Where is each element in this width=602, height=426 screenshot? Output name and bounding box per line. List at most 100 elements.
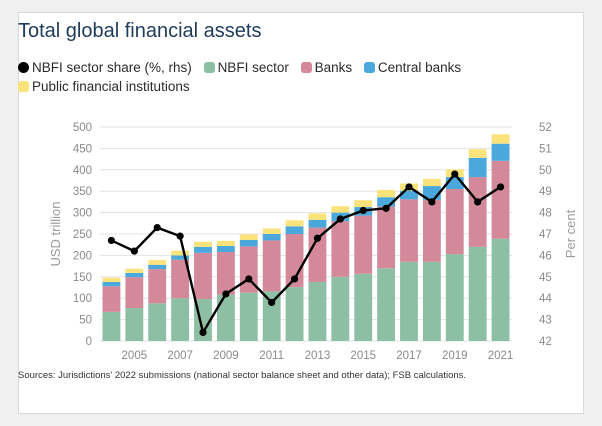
legend-swatch [18, 62, 29, 73]
bar-segment [491, 143, 510, 161]
y-tick-label: 400 [73, 165, 92, 177]
bar-segment [354, 273, 373, 341]
line-point [153, 223, 161, 232]
x-tick-label: 2021 [488, 350, 514, 362]
legend-swatch [363, 62, 375, 73]
line-point [313, 234, 322, 242]
line-point [359, 206, 367, 215]
y2-tick-label: 45 [539, 272, 552, 284]
bar-segment [216, 245, 235, 252]
y2-tick-label: 49 [539, 186, 552, 198]
bar-segment [125, 308, 144, 341]
bar-segment [171, 255, 190, 260]
bar-segment [148, 264, 167, 270]
legend-item-nbfi: NBFI sector [203, 58, 289, 77]
bar-segment [400, 199, 418, 262]
bar-segment [445, 254, 464, 341]
line-point [382, 204, 390, 212]
bar-segment [468, 149, 487, 158]
legend-label: NBFI sector share (%, rhs) [32, 60, 192, 75]
bar-segment [377, 268, 396, 341]
line-point [245, 275, 253, 283]
y-tick-label: 100 [73, 293, 92, 305]
line-point [451, 170, 459, 178]
bar-segment [125, 277, 144, 309]
y2-tick-label: 47 [539, 229, 552, 241]
bar-segment [148, 269, 167, 304]
legend-swatch [203, 62, 215, 73]
bar-segment [400, 190, 418, 200]
bar-segment [239, 234, 258, 240]
y-axis-title: USD trillion [48, 201, 63, 266]
legend-item-public-fi: Public financial institutions [18, 77, 190, 96]
bar-segment [148, 260, 167, 265]
bar-segment [125, 268, 144, 273]
y-tick-label: 150 [73, 272, 92, 284]
legend-item-banks: Banks [300, 58, 352, 77]
y-tick-label: 450 [73, 143, 92, 155]
line-point [474, 198, 482, 206]
bar-segment [102, 311, 121, 341]
line-point [290, 275, 299, 283]
bar-segment [239, 239, 258, 247]
bar-segment [491, 160, 510, 239]
bar-segment [148, 303, 167, 341]
line-point [405, 183, 413, 191]
bar-segment [422, 199, 441, 262]
line-point [428, 198, 436, 206]
x-tick-label: 2017 [396, 350, 422, 362]
y-tick-label: 500 [73, 122, 92, 134]
bar-segment [216, 294, 235, 341]
chart-legend: NBFI sector share (%, rhs) NBFI sector B… [18, 58, 538, 96]
bar-segment [239, 292, 258, 341]
bar-segment [422, 178, 441, 187]
bar-segment [400, 261, 418, 341]
bar-segment [354, 200, 373, 208]
line-point [199, 328, 207, 337]
bar-segment [285, 287, 304, 341]
chart-title: Total global financial assets [18, 20, 262, 42]
bar-segment [377, 197, 396, 207]
x-tick-label: 2005 [122, 350, 148, 362]
y2-tick-label: 52 [539, 122, 552, 134]
legend-label: NBFI sector [217, 60, 289, 75]
bar-segment [194, 241, 212, 247]
line-point [336, 215, 344, 223]
bar-segment [308, 281, 327, 341]
y2-axis-title: Per cent [563, 209, 578, 258]
bar-segment [171, 298, 190, 341]
x-tick-label: 2007 [167, 350, 193, 362]
bar-segment [354, 215, 373, 274]
line-point [268, 298, 276, 307]
source-note: Sources: Jurisdictions' 2022 submissions… [18, 370, 467, 381]
y2-tick-label: 43 [539, 315, 552, 327]
bar-segment [308, 227, 327, 282]
bar-segment [285, 226, 304, 234]
bar-segment [262, 291, 281, 341]
bar-segment [171, 259, 190, 299]
y2-tick-label: 42 [539, 336, 552, 348]
x-tick-label: 2013 [305, 350, 331, 362]
y2-tick-label: 50 [539, 165, 552, 177]
y-tick-label: 0 [86, 336, 92, 348]
bar-segment [308, 213, 327, 220]
legend-label: Central banks [377, 60, 462, 75]
bar-segment [285, 234, 304, 288]
line-point [496, 183, 505, 191]
x-tick-label: 2009 [213, 350, 239, 362]
bar-segment [377, 206, 396, 269]
bar-segment [377, 189, 396, 198]
legend-swatch [300, 62, 312, 73]
line-point [107, 236, 116, 245]
bar-segment [262, 228, 281, 234]
bar-segment [262, 234, 281, 241]
legend-item-central-banks: Central banks [363, 58, 462, 77]
y-tick-label: 50 [79, 315, 92, 327]
legend-label: Public financial institutions [32, 79, 190, 94]
bar-segment [468, 177, 487, 247]
y-tick-label: 200 [73, 250, 92, 262]
y2-tick-label: 46 [539, 250, 552, 262]
bar-segment [491, 238, 510, 341]
bar-segment [331, 276, 350, 341]
